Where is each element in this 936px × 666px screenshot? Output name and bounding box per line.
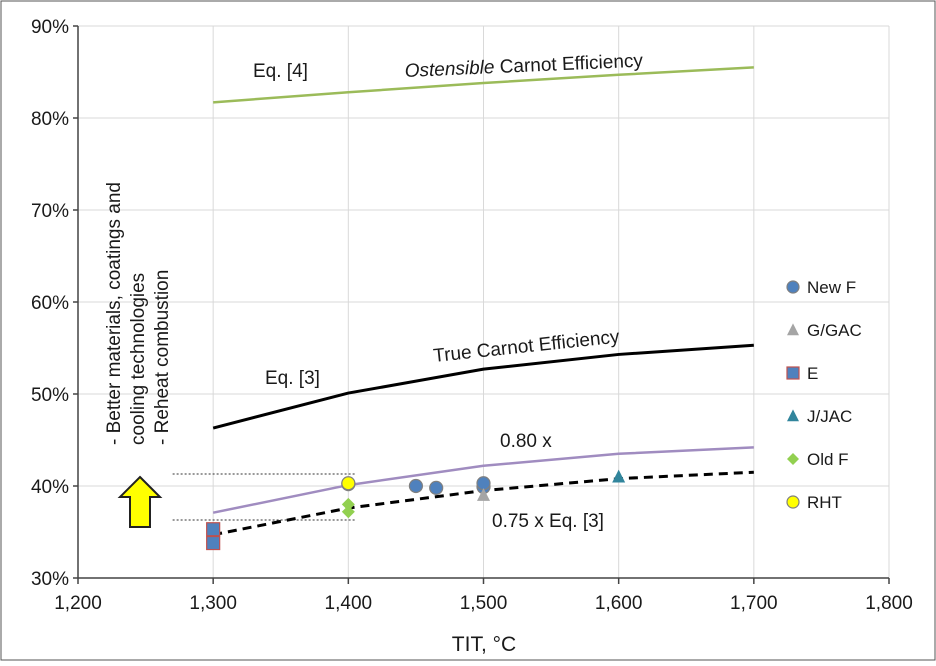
x-axis-title: TIT, °C (452, 633, 516, 656)
data-markers (206, 469, 626, 551)
x-tick-label: 1,200 (54, 593, 102, 614)
x-tick-label: 1,600 (595, 593, 643, 614)
y-tick-label: 80% (31, 109, 69, 130)
x-tick-label: 1,400 (325, 593, 373, 614)
legend-label-g-gac: G/GAC (807, 321, 862, 340)
legend-label-new-f: New F (807, 278, 856, 297)
line-true-carnot-efficiency (212, 343, 754, 430)
legend-label-rht: RHT (807, 493, 842, 512)
legend-marker-j-jac (787, 409, 799, 422)
legend-marker-g-gac (787, 323, 799, 336)
note-line-3: - Reheat combustion (152, 270, 173, 445)
legend-marker-rht (786, 495, 800, 509)
point-e (206, 535, 221, 551)
point-e (206, 522, 221, 537)
x-tick-label: 1,300 (189, 593, 237, 614)
ostensible-word: Ostensible (404, 57, 495, 82)
point-rht (341, 476, 356, 491)
legend: New F G/GAC E J/JAC Old F RHT (786, 278, 862, 512)
eq4-label: Eq. [4] (253, 61, 308, 82)
y-tick-label: 60% (31, 293, 69, 314)
line-0-80-x (212, 446, 754, 514)
x-tick-label: 1,800 (865, 593, 913, 614)
line-ostensible-carnot-efficiency (213, 66, 754, 104)
y-tick-label: 40% (31, 477, 69, 498)
point-new-f (476, 476, 491, 491)
legend-label-e: E (807, 364, 818, 383)
legend-marker-e (786, 366, 800, 380)
x-tick-label: 1,700 (730, 593, 778, 614)
note-line-1: - Better materials, coatings and (104, 182, 125, 445)
legend-marker-new-f (786, 280, 800, 294)
axes: 30% 40% 50% 60% 70% 80% 90% 1,200 1,300 1,400 1,50… (31, 17, 913, 614)
eq3-label: Eq. [3] (265, 368, 320, 389)
y-tick-label: 30% (31, 569, 69, 590)
y-tick-label: 50% (31, 385, 69, 406)
legend-label-j-jac: J/JAC (807, 407, 852, 426)
point-old-f (341, 505, 355, 519)
x-tick-label: 1,500 (460, 593, 508, 614)
y-tick-label: 70% (31, 201, 69, 222)
factor-075-label: 0.75 x Eq. [3] (492, 511, 604, 532)
legend-label-old-f: Old F (807, 450, 849, 469)
reference-lines (172, 473, 356, 521)
gridlines (78, 25, 890, 578)
up-arrow-icon (117, 475, 163, 528)
note-line-2: cooling technologies (128, 273, 149, 445)
point-new-f (408, 478, 424, 494)
factor-080-label: 0.80 x (500, 431, 552, 452)
ostensible-carnot-label: Ostensible Carnot Efficiency (404, 51, 644, 82)
point-new-f (429, 480, 444, 495)
point-g-gac (477, 488, 490, 501)
annotations: Eq. [4] Ostensible Carnot Efficiency Tru… (104, 51, 644, 532)
y-tick-label: 90% (31, 17, 69, 38)
point-old-f (341, 497, 355, 511)
legend-marker-old-f (787, 453, 799, 465)
improvement-notes: - Better materials, coatings and cooling… (104, 182, 173, 445)
point-j-jac (612, 469, 626, 483)
